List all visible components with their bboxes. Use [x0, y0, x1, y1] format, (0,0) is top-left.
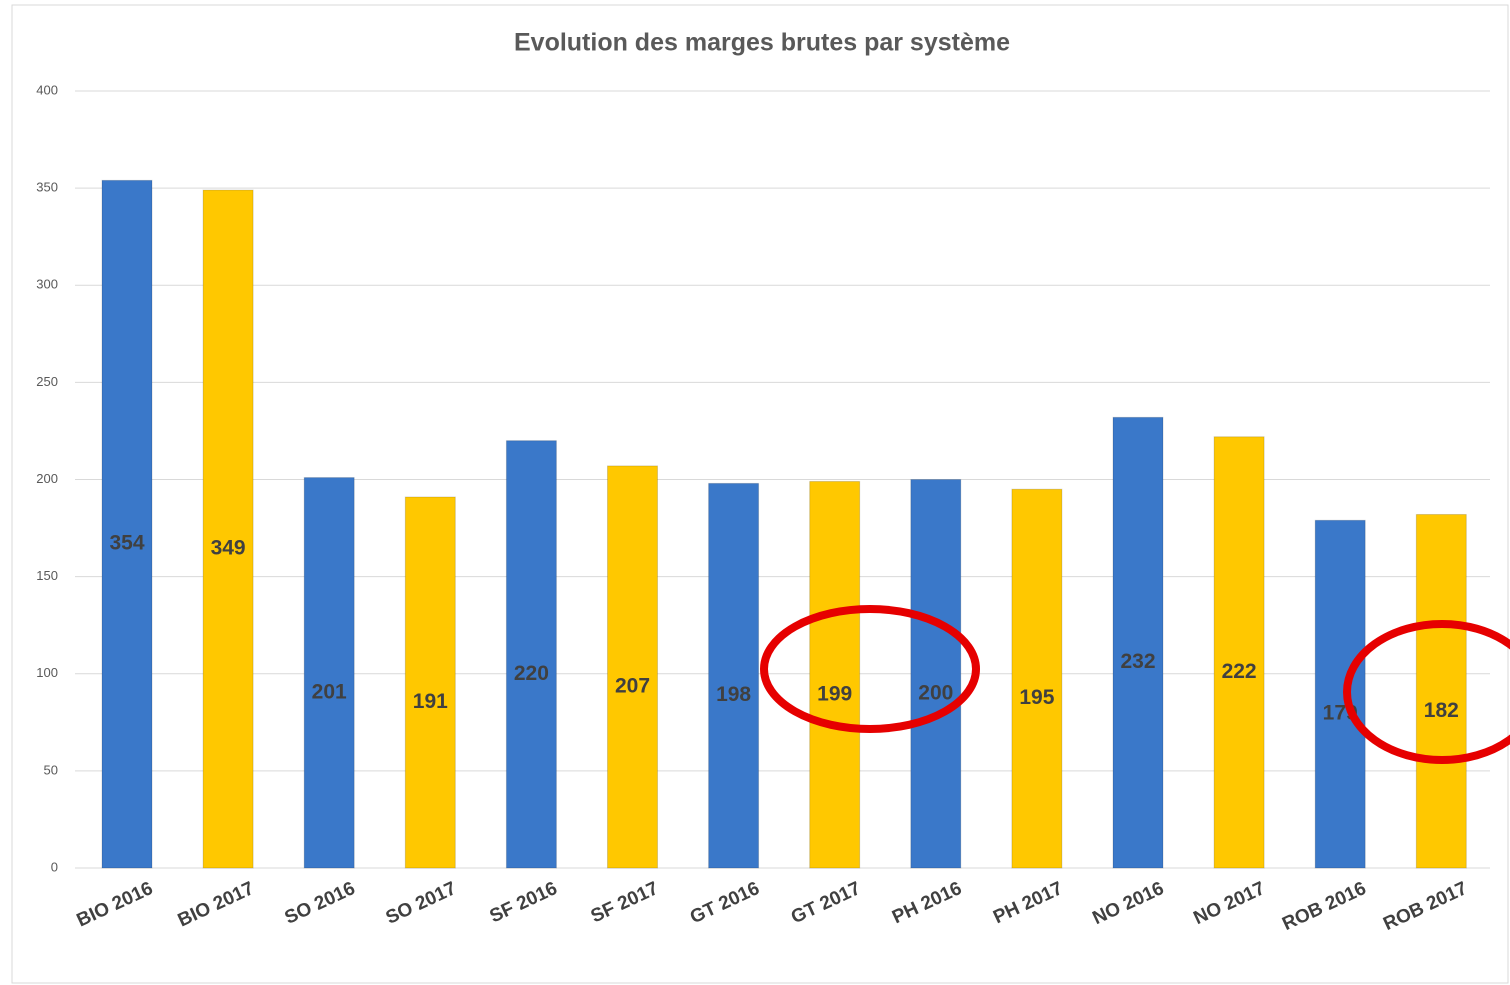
data-label: 201	[312, 680, 347, 703]
y-tick-label: 250	[36, 374, 58, 389]
bar	[1011, 488, 1063, 869]
y-tick-label: 50	[44, 762, 58, 777]
bar	[1415, 513, 1467, 869]
data-label: 349	[211, 537, 246, 560]
y-tick-label: 0	[51, 859, 58, 874]
bar	[1213, 436, 1265, 869]
data-label: 220	[514, 662, 549, 685]
bar	[404, 496, 456, 869]
bar	[101, 179, 153, 869]
data-label: 232	[1120, 650, 1155, 673]
data-label: 199	[817, 682, 852, 705]
data-label: 198	[716, 683, 751, 706]
bar	[303, 477, 355, 869]
data-label: 354	[109, 532, 144, 555]
bar	[1314, 519, 1366, 869]
data-label: 200	[918, 681, 953, 704]
data-label: 207	[615, 674, 650, 697]
bar	[708, 482, 760, 869]
data-label: 182	[1424, 699, 1459, 722]
data-label: 191	[413, 690, 448, 713]
bar	[202, 189, 254, 869]
data-label: 222	[1222, 660, 1257, 683]
highlight-circle	[760, 605, 980, 733]
chart-title: Evolution des marges brutes par système	[514, 29, 1010, 57]
highlight-circle	[1343, 620, 1510, 764]
y-tick-label: 400	[36, 82, 58, 97]
bar	[607, 465, 658, 869]
y-tick-label: 300	[36, 277, 58, 292]
y-tick-label: 350	[36, 180, 58, 195]
bar	[505, 440, 557, 869]
y-tick-label: 100	[36, 665, 58, 680]
y-tick-label: 200	[36, 471, 58, 486]
bar	[809, 480, 861, 869]
data-label: 195	[1019, 686, 1054, 709]
bar	[1112, 416, 1164, 869]
bar	[910, 479, 962, 869]
y-tick-label: 150	[36, 568, 58, 583]
